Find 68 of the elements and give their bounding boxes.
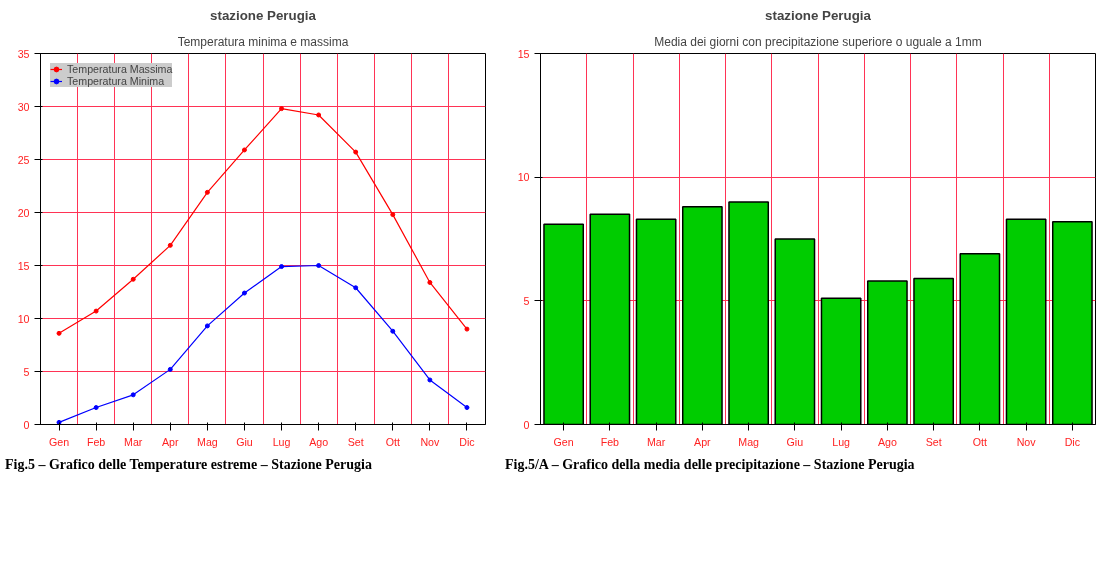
x-tick-label: Feb (600, 435, 620, 448)
legend-label: Temperatura Massima (67, 63, 173, 75)
x-tick-label: Ott (385, 435, 400, 448)
point (279, 106, 285, 112)
point (316, 263, 322, 268)
y-tick-label: 5 (23, 365, 30, 378)
y-tick-label: 25 (17, 153, 30, 166)
x-tick-label: Mag (738, 435, 760, 448)
x-tick-label: Dic (1064, 435, 1081, 448)
x-tick-label: Mag (197, 435, 218, 448)
point (130, 276, 136, 282)
y-tick-label: 10 (517, 171, 530, 184)
x-tick-label: Apr (694, 435, 712, 448)
y-tick-label: 0 (523, 418, 530, 431)
x-tick-label: Set (347, 435, 364, 448)
x-tick-label: Lug (272, 435, 291, 448)
point (241, 147, 247, 153)
x-tick-label: Ago (877, 435, 897, 448)
x-tick-label: Nov (1016, 435, 1037, 448)
point (464, 326, 470, 332)
chart-title: stazione Perugia (765, 7, 872, 23)
x-tick-label: Set (925, 435, 942, 448)
point (279, 264, 285, 270)
x-tick-label: Gen (48, 435, 70, 448)
y-tick-label: 5 (523, 294, 530, 307)
x-tick-label: Gen (553, 435, 574, 448)
y-tick-label: 15 (17, 259, 30, 272)
y-tick-label: 35 (17, 47, 30, 60)
point (427, 377, 433, 383)
x-tick-label: Feb (86, 435, 106, 448)
x-tick-label: Ott (972, 435, 988, 448)
x-tick-label: Nov (420, 435, 441, 448)
x-tick-label: Mar (646, 435, 666, 448)
point (93, 308, 99, 314)
x-tick-label: Mar (124, 435, 143, 448)
x-tick-label: Giu (786, 435, 804, 448)
legend-label: Temperatura Minima (67, 75, 165, 87)
point (204, 323, 210, 329)
chart-title: stazione Perugia (210, 7, 317, 23)
point (56, 419, 62, 425)
y-tick-label: 20 (17, 206, 30, 219)
point (464, 405, 470, 411)
point (390, 212, 396, 218)
point (167, 366, 173, 372)
chart-subtitle: Temperatura minima e massima (177, 34, 349, 49)
y-tick-label: 15 (517, 47, 530, 60)
chart-subtitle: Media dei giorni con precipitazione superiore o uguale a 1mm (654, 34, 982, 49)
point (204, 189, 210, 195)
y-tick-label: 0 (23, 418, 30, 431)
point (353, 149, 359, 155)
x-tick-label: Giu (236, 435, 253, 448)
point (353, 285, 359, 291)
x-tick-label: Ago (309, 435, 329, 448)
point (93, 405, 99, 411)
x-tick-label: Dic (459, 435, 476, 448)
y-tick-label: 10 (17, 312, 30, 325)
y-tick-label: 30 (17, 100, 30, 113)
caption: Fig.5 – Grafico delle Temperature estreme – Stazione Perugia (5, 456, 372, 474)
point (427, 279, 433, 285)
point (241, 290, 247, 296)
x-tick-label: Lug (832, 435, 851, 448)
point (316, 112, 322, 118)
point (167, 242, 173, 248)
point (56, 330, 62, 336)
caption: Fig.5/A – Grafico della media delle precipitazione – Stazione Perugia (505, 456, 915, 474)
point (390, 328, 396, 334)
point (130, 392, 136, 398)
x-tick-label: Apr (162, 435, 180, 448)
